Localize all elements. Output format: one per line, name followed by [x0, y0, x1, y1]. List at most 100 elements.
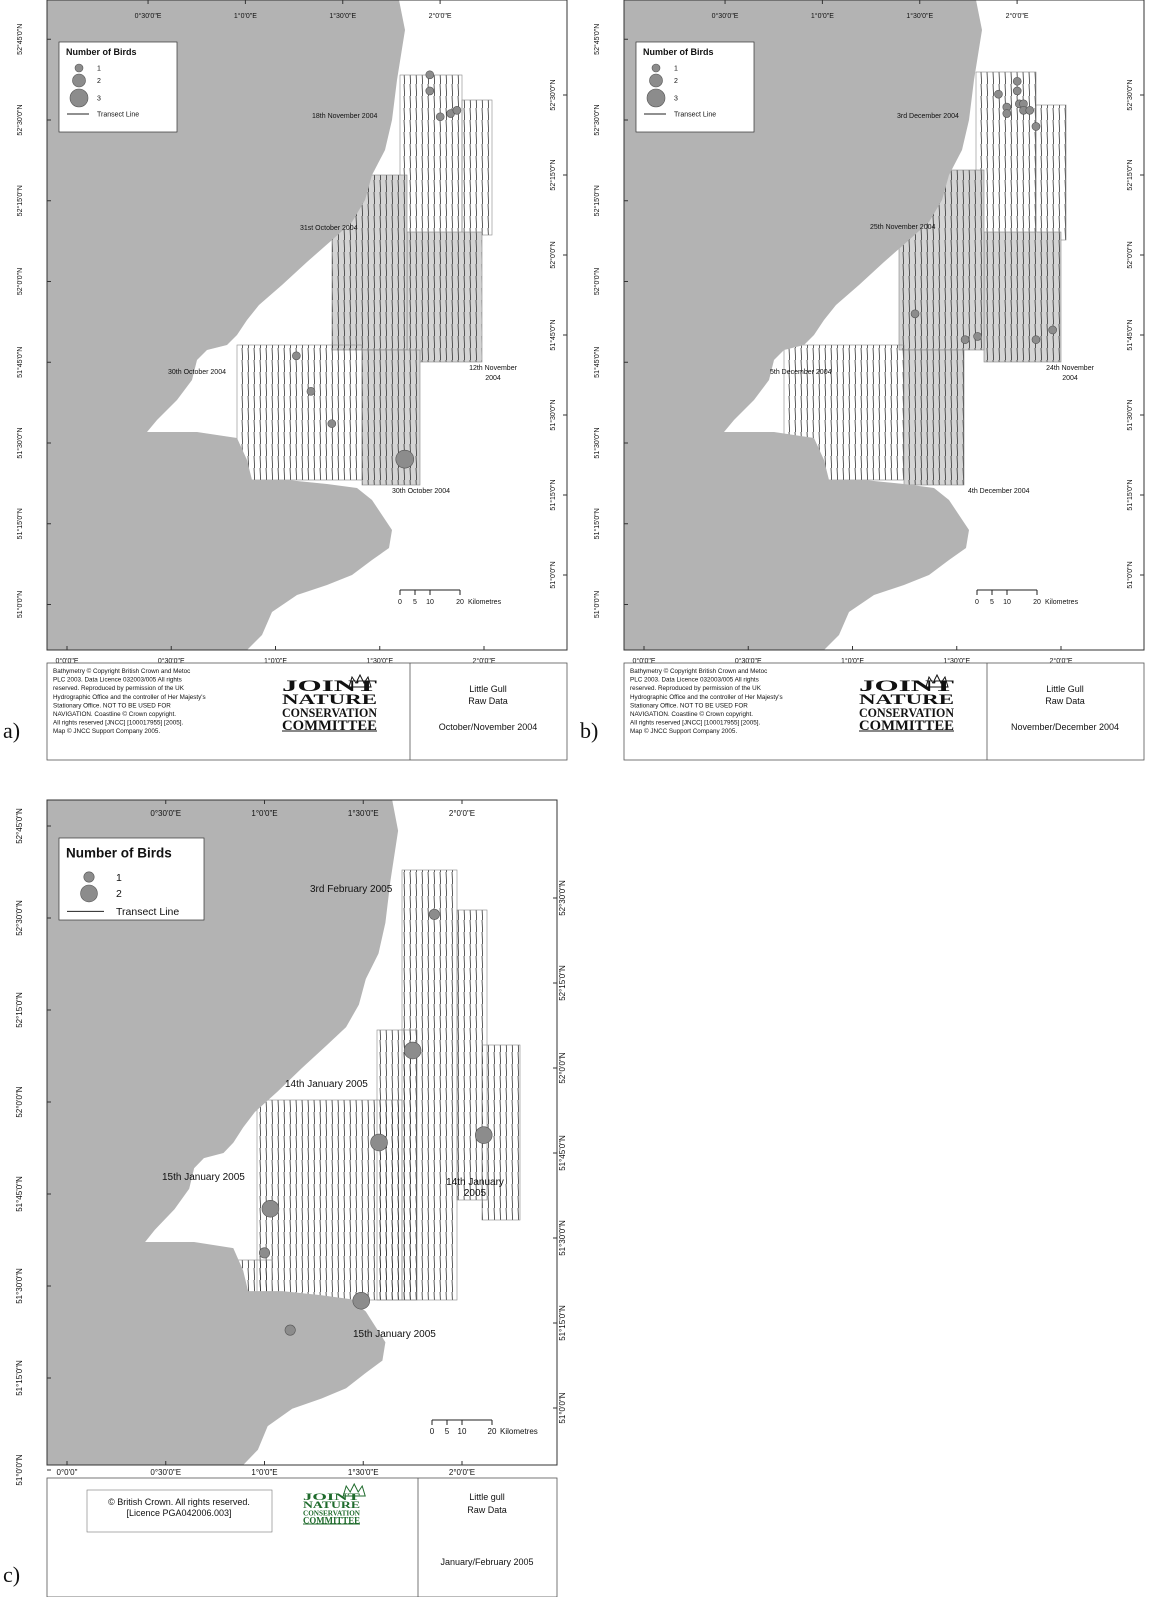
survey-label: 15th January 2005	[162, 1172, 245, 1183]
map-panel: 0°30'0"E 1°0'0"E 1°30'0"E 2°0'0"E 0°0'0"E 0°3…	[580, 0, 1145, 761]
logo-text: COMMITTEE	[859, 718, 954, 734]
left-tick-label: 51°0'0"N	[15, 1454, 24, 1485]
credit-text: Hydrographic Office and the controller o…	[630, 694, 783, 701]
right-tick-label: 52°30'0"N	[549, 79, 557, 110]
left-tick-label: 51°0'0"N	[16, 591, 24, 618]
land	[624, 0, 982, 650]
scale-label: 20	[1033, 599, 1041, 606]
bird-sighting	[428, 908, 440, 920]
bird-sighting	[284, 1324, 296, 1336]
left-tick-label: 52°45'0"N	[15, 808, 24, 844]
transect-lines	[975, 71, 1037, 238]
bird-sighting	[1048, 325, 1057, 335]
credit-text: [Licence PGA042006.003]	[126, 1508, 231, 1518]
top-tick-label: 1°30'0"E	[329, 12, 356, 20]
bird-sighting	[395, 449, 415, 469]
transect-lines	[399, 74, 463, 236]
right-tick-label: 52°30'0"N	[558, 880, 567, 916]
right-tick-label: 51°15'0"N	[558, 1305, 567, 1341]
survey-label: 31st October 2004	[300, 225, 358, 232]
scale-label: 10	[458, 1427, 467, 1436]
legend-symbol	[649, 73, 663, 88]
top-tick-label: 1°0'0"E	[251, 809, 277, 818]
right-tick-label: 51°45'0"N	[549, 319, 557, 350]
credit-text: Stationary Office. NOT TO BE USED FOR	[53, 702, 171, 709]
credit-text: All rights reserved [JNCC] [100017955] […	[630, 720, 760, 727]
bottom-tick-label: 2°0'0"E	[473, 657, 496, 665]
right-tick-label: 52°15'0"N	[558, 965, 567, 1001]
footer-box	[46, 662, 568, 761]
bird-sighting	[435, 112, 445, 122]
bird-sighting	[474, 1126, 493, 1144]
credit-text: Hydrographic Office and the controller o…	[53, 694, 206, 701]
left-tick-label: 51°15'0"N	[15, 1360, 24, 1396]
legend-title: Number of Birds	[66, 846, 172, 861]
top-tick-label: 2°0'0"E	[449, 809, 475, 818]
bird-sighting	[292, 351, 301, 361]
logo-text: JOINT	[859, 678, 955, 695]
scale-unit: Kilometres	[1045, 599, 1079, 606]
scale-label: 10	[426, 599, 434, 606]
map-title: Raw Data	[1045, 696, 1085, 706]
bottom-tick-label: 0°30'0"E	[735, 657, 762, 665]
legend-label: 2	[97, 78, 101, 85]
credit-text: © British Crown. All rights reserved.	[108, 1497, 250, 1507]
legend-symbol	[83, 871, 95, 883]
bird-sighting	[1012, 76, 1022, 86]
map-title: Raw Data	[467, 1505, 507, 1515]
credit-text: Map © JNCC Support Company 2005.	[630, 727, 737, 735]
left-tick-label: 52°0'0"N	[16, 268, 24, 295]
survey-label: 30th October 2004	[168, 369, 226, 376]
bird-sighting	[1012, 86, 1022, 96]
left-tick-label: 51°30'0"N	[15, 1268, 24, 1304]
bird-sighting	[259, 1247, 271, 1259]
right-tick-label: 52°0'0"N	[558, 1052, 567, 1083]
survey-label: 12th November	[469, 365, 518, 372]
right-tick-label: 51°15'0"N	[549, 479, 557, 510]
top-tick-label: 1°30'0"E	[348, 809, 379, 818]
survey-label: 2004	[485, 375, 501, 382]
bird-sighting	[994, 89, 1003, 99]
bird-sighting	[306, 387, 316, 396]
left-tick-label: 51°15'0"N	[593, 508, 601, 539]
bird-sighting	[1031, 122, 1041, 131]
map-title: Little Gull	[469, 684, 507, 694]
right-tick-label: 51°45'0"N	[1126, 319, 1134, 350]
panel-label: b)	[580, 718, 598, 743]
map-period: November/December 2004	[1011, 722, 1119, 732]
credit-text: PLC 2003. Data Licence 032003/005 All ri…	[630, 677, 759, 684]
legend-symbol	[80, 884, 98, 903]
right-tick-label: 51°30'0"N	[558, 1220, 567, 1256]
bird-sighting	[425, 86, 435, 96]
credit-text: All rights reserved [JNCC] [100017955] […	[53, 720, 183, 727]
logo-text: JOINT	[303, 1492, 361, 1503]
right-tick-label: 51°45'0"N	[558, 1135, 567, 1171]
left-tick-label: 52°30'0"N	[16, 104, 24, 135]
legend-symbol	[651, 63, 661, 73]
legend-label: 2	[674, 78, 678, 85]
left-tick-label: 52°15'0"N	[15, 992, 24, 1028]
map-title: Little gull	[469, 1492, 505, 1502]
left-tick-label: 51°45'0"N	[593, 347, 601, 378]
legend-label: 3	[674, 96, 678, 103]
survey-label: 3rd December 2004	[897, 113, 959, 120]
transect-lines	[256, 1099, 403, 1301]
top-tick-label: 0°30'0"E	[712, 12, 739, 20]
bottom-tick-label: 2°0'0"E	[449, 1468, 475, 1477]
left-tick-label: 52°45'0"N	[16, 24, 24, 55]
bottom-tick-label: 0°0'0"E	[633, 657, 656, 665]
transect-lines	[903, 349, 965, 486]
map-title: Little Gull	[1046, 684, 1084, 694]
survey-label: 14th January	[446, 1177, 504, 1188]
survey-label: 3rd February 2005	[310, 884, 393, 895]
legend-symbol	[74, 63, 84, 73]
legend-symbol	[69, 88, 89, 108]
credit-text: NAVIGATION. Coastline © Crown copyright.	[630, 710, 753, 718]
land	[47, 0, 405, 650]
right-tick-label: 52°15'0"N	[549, 159, 557, 190]
credit-text: Map © JNCC Support Company 2005.	[53, 727, 160, 735]
legend-label: Transect Line	[116, 906, 179, 918]
bottom-tick-label: 1°30'0"E	[943, 657, 970, 665]
map-panel: 0°30'0"E 1°0'0"E 1°30'0"E 2°0'0"E 0°0'0" 0°30…	[3, 799, 567, 1597]
